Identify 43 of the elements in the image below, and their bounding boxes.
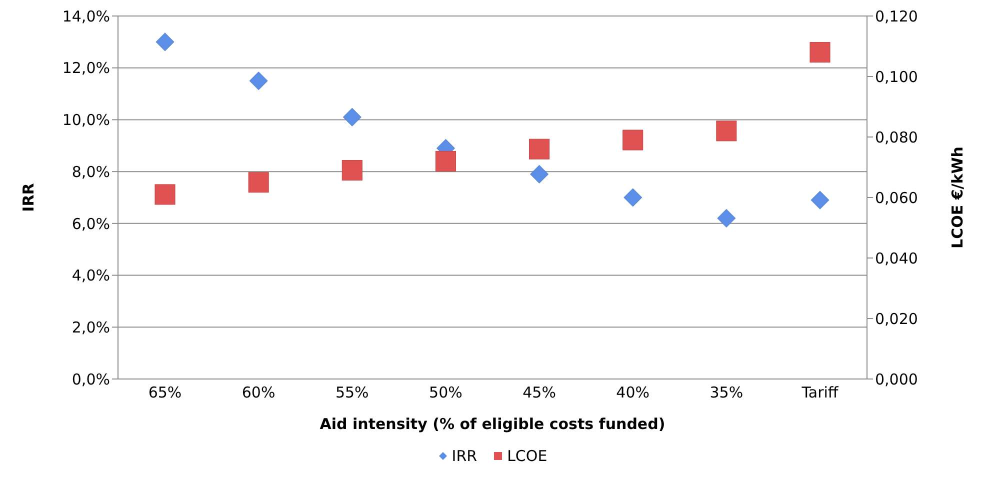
- point: [435, 150, 456, 172]
- y-tick-label: 12,0%: [62, 59, 110, 78]
- y-axis-title: IRR: [19, 182, 38, 212]
- point: [622, 130, 644, 150]
- y2-tick-label: 0,080: [875, 128, 918, 146]
- point: [716, 120, 737, 142]
- point: [154, 184, 176, 205]
- x-axis-title: Aid intensity (% of eligible costs funded): [320, 415, 666, 433]
- y2-tick-label: 0,120: [875, 7, 918, 26]
- point: [248, 172, 269, 193]
- y2-tick-label: 0,020: [875, 310, 918, 328]
- point: [156, 32, 174, 52]
- x-tick-label: Tariff: [800, 384, 839, 402]
- y-tick-label: 14,0%: [62, 7, 110, 26]
- x-tick-label: 50%: [429, 384, 462, 402]
- y2-axis-title: LCOE €/kWh: [948, 146, 966, 248]
- point: [529, 138, 550, 160]
- y-tick-label: 2,0%: [72, 318, 110, 336]
- x-tick-label: 60%: [242, 384, 276, 402]
- point: [530, 164, 549, 184]
- point: [810, 190, 830, 210]
- x-tick-label: 35%: [710, 384, 744, 402]
- point: [342, 108, 362, 126]
- y2-tick-label: 0,100: [875, 68, 918, 86]
- y-tick-label: 10,0%: [62, 111, 110, 130]
- legend-label: IRR: [450, 447, 478, 465]
- x-tick-label: 65%: [148, 384, 182, 402]
- y2-tick-label: 0,040: [875, 249, 918, 268]
- x-tick-label: 45%: [522, 384, 556, 402]
- legend-label: LCOE: [506, 447, 548, 465]
- y2-tick-label: 0,000: [875, 370, 918, 388]
- y-tick-label: 6,0%: [72, 214, 110, 233]
- point: [342, 160, 362, 181]
- y-tick-label: 8,0%: [72, 162, 110, 181]
- point: [249, 72, 268, 90]
- y-tick-label: 0,0%: [72, 370, 110, 388]
- point: [624, 188, 642, 207]
- y-tick-label: 4,0%: [72, 266, 110, 285]
- x-tick-label: 55%: [335, 384, 369, 402]
- point: [810, 42, 830, 63]
- x-tick-label: 40%: [616, 384, 650, 402]
- y2-tick-label: 0,060: [875, 188, 918, 207]
- point: [717, 208, 736, 228]
